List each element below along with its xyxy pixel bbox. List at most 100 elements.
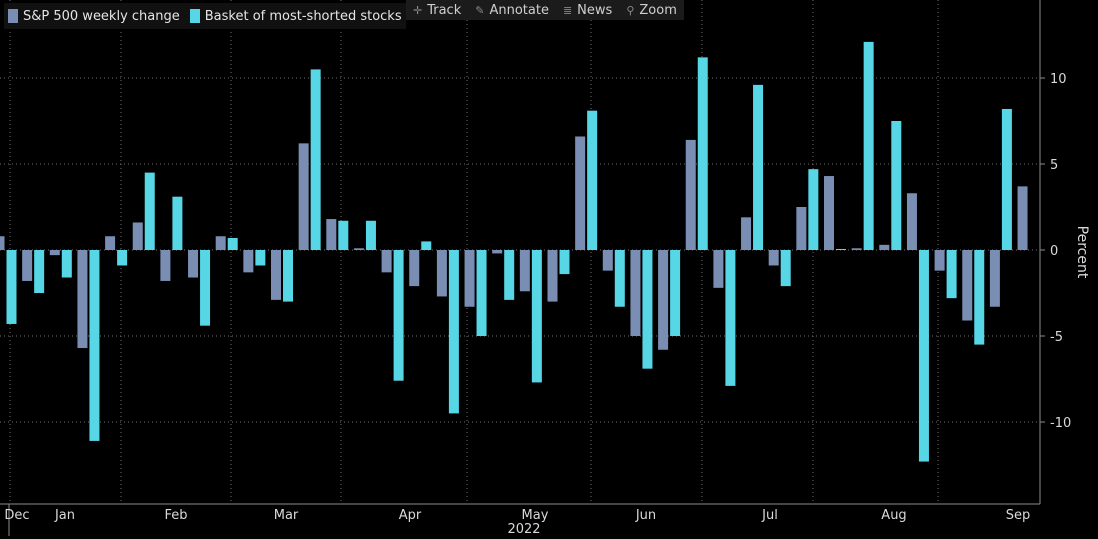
bar-basket bbox=[863, 41, 874, 250]
bar-basket bbox=[946, 250, 957, 299]
bar-basket bbox=[531, 250, 542, 383]
bar-sp500 bbox=[768, 250, 779, 266]
bar-sp500 bbox=[547, 250, 558, 302]
bar-basket bbox=[393, 250, 404, 381]
bars bbox=[0, 41, 1028, 462]
y-axis-label: Percent bbox=[1074, 226, 1090, 279]
bar-basket bbox=[504, 250, 515, 300]
bar-sp500 bbox=[492, 250, 503, 254]
track-label: Track bbox=[427, 2, 462, 18]
bar-sp500 bbox=[1017, 186, 1028, 250]
x-tick-label: Jun bbox=[635, 508, 656, 523]
news-icon: ≣ bbox=[562, 3, 573, 17]
bar-basket bbox=[310, 69, 321, 251]
bar-basket bbox=[227, 237, 238, 250]
news-button[interactable]: ≣ News bbox=[556, 0, 619, 20]
bar-sp500 bbox=[0, 236, 5, 250]
bar-sp500 bbox=[298, 143, 309, 250]
bar-basket bbox=[6, 250, 17, 324]
legend-item-sp500[interactable]: S&P 500 weekly change bbox=[8, 9, 180, 24]
bar-basket bbox=[725, 250, 736, 386]
x-tick-label: Jul bbox=[761, 508, 778, 523]
bar-sp500 bbox=[658, 250, 669, 350]
news-label: News bbox=[577, 2, 613, 18]
bar-basket bbox=[974, 250, 985, 345]
bar-basket bbox=[780, 250, 791, 287]
bar-basket bbox=[255, 250, 266, 266]
x-tick-label: Dec bbox=[4, 508, 29, 523]
x-tick-label: Sep bbox=[1006, 508, 1031, 523]
magnifier-icon: ⚲ bbox=[626, 3, 635, 17]
bar-basket bbox=[808, 169, 819, 250]
bar-sp500 bbox=[353, 248, 364, 250]
bar-basket bbox=[891, 121, 902, 250]
bar-sp500 bbox=[906, 193, 917, 250]
bar-sp500 bbox=[436, 250, 447, 297]
track-button[interactable]: ✛ Track bbox=[406, 0, 468, 20]
bar-sp500 bbox=[188, 250, 199, 278]
y-axis: -10 -5 0 5 10 bbox=[1039, 0, 1071, 504]
zoom-label: Zoom bbox=[639, 2, 677, 18]
x-tick-label: May bbox=[522, 508, 549, 523]
bar-basket bbox=[200, 250, 211, 326]
legend-swatch-basket bbox=[189, 9, 200, 23]
bar-sp500 bbox=[575, 136, 586, 250]
bar-sp500 bbox=[989, 250, 1000, 307]
legend: S&P 500 weekly change Basket of most-sho… bbox=[4, 3, 406, 29]
bar-sp500 bbox=[409, 250, 420, 287]
bar-sp500 bbox=[381, 250, 392, 273]
bar-sp500 bbox=[132, 222, 143, 250]
bar-basket bbox=[670, 250, 681, 336]
legend-label-sp500: S&P 500 weekly change bbox=[23, 8, 180, 24]
bar-basket bbox=[172, 196, 183, 250]
legend-label-basket: Basket of most-shorted stocks bbox=[204, 8, 402, 24]
annotate-label: Annotate bbox=[489, 2, 549, 18]
crosshair-icon: ✛ bbox=[413, 3, 423, 17]
x-tick-label: Jan bbox=[54, 508, 75, 523]
bar-basket bbox=[117, 250, 128, 266]
legend-item-basket[interactable]: Basket of most-shorted stocks bbox=[189, 8, 402, 24]
bar-sp500 bbox=[630, 250, 641, 336]
year-label: 2022 bbox=[507, 522, 540, 537]
bar-basket bbox=[144, 172, 155, 250]
x-tick-label: Aug bbox=[881, 508, 906, 523]
y-tick-label: -10 bbox=[1050, 416, 1071, 431]
bar-sp500 bbox=[215, 236, 226, 250]
bar-sp500 bbox=[519, 250, 530, 292]
bar-sp500 bbox=[713, 250, 724, 288]
bar-basket bbox=[642, 250, 653, 369]
y-tick-label: 5 bbox=[1050, 158, 1058, 173]
bar-basket bbox=[34, 250, 45, 293]
y-tick-label: 0 bbox=[1050, 244, 1058, 259]
bar-sp500 bbox=[271, 250, 281, 300]
bar-sp500 bbox=[77, 250, 88, 349]
annotate-button[interactable]: ✎ Annotate bbox=[468, 0, 556, 20]
bar-basket bbox=[338, 220, 349, 250]
bar-sp500 bbox=[49, 250, 60, 256]
bar-basket bbox=[283, 250, 293, 302]
bar-basket bbox=[421, 241, 432, 250]
x-tick-label: Feb bbox=[164, 508, 187, 523]
y-tick-label: -5 bbox=[1050, 330, 1063, 345]
bar-basket bbox=[89, 250, 100, 441]
bar-basket bbox=[697, 57, 708, 250]
bar-sp500 bbox=[851, 248, 862, 250]
bar-sp500 bbox=[685, 139, 696, 250]
zoom-button[interactable]: ⚲ Zoom bbox=[619, 0, 684, 20]
pencil-icon: ✎ bbox=[475, 3, 485, 17]
bar-basket bbox=[448, 250, 459, 414]
legend-swatch-sp500 bbox=[8, 9, 18, 23]
bar-basket bbox=[836, 249, 846, 250]
bar-basket bbox=[476, 250, 487, 336]
bar-sp500 bbox=[243, 250, 254, 273]
bar-basket bbox=[1001, 108, 1012, 251]
bar-basket bbox=[61, 250, 72, 278]
bar-sp500 bbox=[602, 250, 613, 271]
bar-sp500 bbox=[160, 250, 171, 281]
bar-sp500 bbox=[105, 236, 116, 250]
bar-basket bbox=[614, 250, 625, 307]
y-tick-label: 10 bbox=[1050, 72, 1067, 87]
bar-sp500 bbox=[464, 250, 475, 307]
bar-sp500 bbox=[824, 176, 834, 250]
